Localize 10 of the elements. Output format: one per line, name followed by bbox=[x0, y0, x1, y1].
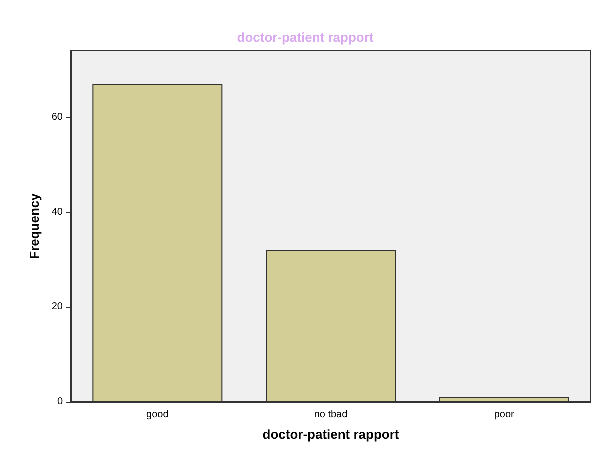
x-tick-label: poor bbox=[494, 410, 516, 420]
x-tick-label: good bbox=[146, 410, 169, 420]
chart-title: doctor-patient rapport bbox=[237, 30, 374, 45]
y-tick-label: 0 bbox=[57, 396, 64, 408]
y-tick-label: 20 bbox=[52, 302, 64, 313]
x-tick-label: no tbad bbox=[314, 410, 348, 420]
y-axis-title: Frequency bbox=[26, 192, 42, 260]
x-axis-title: doctor-patient rapport bbox=[262, 427, 400, 442]
y-tick-label: 40 bbox=[52, 206, 64, 218]
y-tick-label: 60 bbox=[52, 112, 64, 123]
